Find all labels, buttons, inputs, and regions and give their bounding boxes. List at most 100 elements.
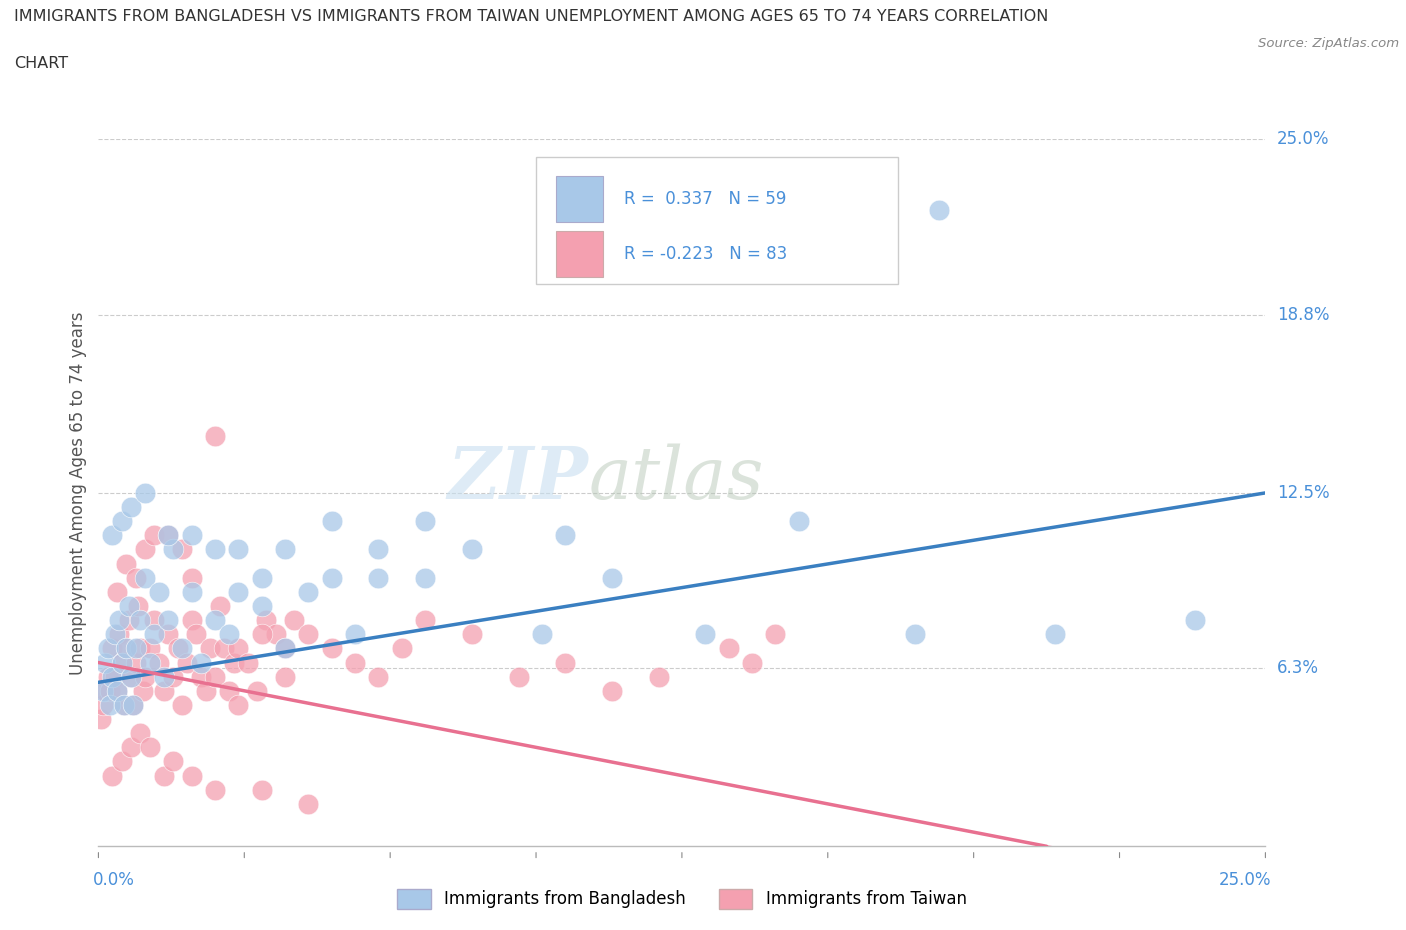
Point (111, 754, 134, 769)
Point (180, 768, 202, 783)
Point (180, 584, 202, 599)
Point (139, 641, 162, 656)
Text: 6.3%: 6.3% (1277, 659, 1319, 677)
Point (122, 698, 145, 712)
Point (101, 768, 124, 783)
Point (274, 542, 297, 557)
Point (94, 655, 117, 670)
Text: IMMIGRANTS FROM BANGLADESH VS IMMIGRANTS FROM TAIWAN UNEMPLOYMENT AMONG AGES 65 : IMMIGRANTS FROM BANGLADESH VS IMMIGRANTS… (14, 9, 1049, 24)
Point (321, 570, 343, 585)
Point (118, 613, 141, 628)
Point (274, 641, 297, 656)
Point (90, 711, 112, 726)
Point (91, 684, 114, 698)
Point (508, 670, 530, 684)
Point (190, 655, 212, 670)
Point (367, 542, 389, 557)
Point (111, 655, 134, 670)
Point (250, 570, 273, 585)
Point (530, 627, 553, 642)
Text: 25.0%: 25.0% (1219, 871, 1271, 889)
Point (172, 698, 194, 712)
Point (108, 613, 131, 628)
Point (115, 641, 138, 656)
Point (125, 570, 148, 585)
Point (250, 627, 273, 642)
Point (180, 570, 202, 585)
Point (125, 655, 148, 670)
Bar (555, 176, 603, 222)
Point (250, 782, 273, 797)
Point (204, 613, 226, 628)
Point (554, 528, 576, 543)
Point (741, 655, 763, 670)
Point (98, 698, 121, 712)
Point (162, 754, 184, 769)
Point (111, 655, 134, 670)
Point (236, 655, 259, 670)
Point (162, 670, 184, 684)
Point (134, 670, 156, 684)
Point (101, 641, 124, 656)
Point (367, 570, 389, 585)
Point (1045, 627, 1067, 642)
Point (928, 203, 950, 218)
Point (214, 641, 236, 656)
Point (218, 627, 240, 642)
Point (105, 684, 128, 698)
Point (204, 542, 226, 557)
Point (180, 613, 202, 628)
Point (120, 670, 142, 684)
Point (152, 768, 174, 783)
Point (143, 613, 166, 628)
Text: R = -0.223   N = 83: R = -0.223 N = 83 (623, 246, 787, 263)
Point (321, 641, 343, 656)
Point (172, 542, 194, 557)
Point (204, 782, 226, 797)
Point (228, 641, 250, 656)
Point (297, 584, 319, 599)
Point (97, 641, 120, 656)
Point (120, 499, 142, 514)
Point (152, 670, 174, 684)
Point (97, 670, 120, 684)
Point (204, 429, 226, 444)
Point (228, 542, 250, 557)
Point (190, 670, 212, 684)
Text: CHART: CHART (14, 56, 67, 71)
Point (134, 542, 156, 557)
Point (218, 684, 240, 698)
Point (647, 670, 669, 684)
Point (204, 670, 226, 684)
Point (143, 528, 166, 543)
Point (118, 599, 141, 614)
Point (148, 584, 170, 599)
Point (413, 570, 436, 585)
Point (274, 670, 297, 684)
Point (200, 641, 222, 656)
Point (111, 513, 134, 528)
Point (120, 670, 142, 684)
Point (157, 528, 180, 543)
Point (274, 641, 297, 656)
Point (391, 641, 413, 656)
Point (717, 641, 740, 656)
Point (413, 513, 436, 528)
Point (115, 556, 138, 571)
Point (695, 627, 717, 642)
Bar (555, 232, 603, 277)
Point (228, 584, 250, 599)
Text: atlas: atlas (589, 444, 763, 514)
Point (122, 698, 145, 712)
Text: 12.5%: 12.5% (1277, 484, 1330, 502)
Point (256, 613, 278, 628)
Point (94, 684, 117, 698)
Point (129, 725, 152, 740)
Legend: Immigrants from Bangladesh, Immigrants from Taiwan: Immigrants from Bangladesh, Immigrants f… (391, 882, 973, 916)
Point (105, 584, 128, 599)
Point (250, 599, 273, 614)
Point (127, 599, 149, 614)
Point (344, 627, 367, 642)
Point (129, 613, 152, 628)
Point (222, 655, 245, 670)
